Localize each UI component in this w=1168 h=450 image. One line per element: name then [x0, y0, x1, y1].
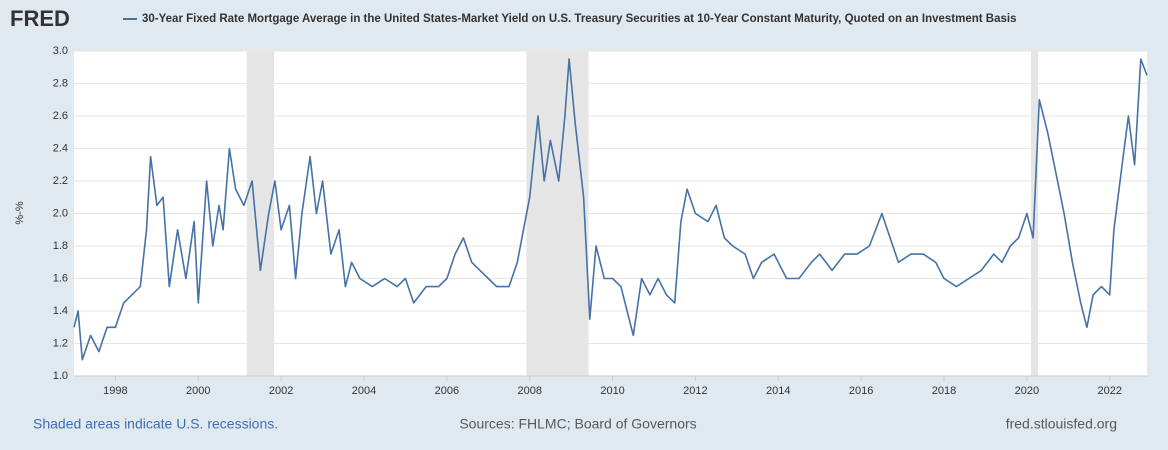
x-tick-label: 2016 [849, 385, 873, 397]
y-tick-label: 1.6 [53, 272, 68, 284]
y-tick-label: 3.0 [53, 45, 68, 57]
x-tick-label: 2000 [186, 385, 210, 397]
y-tick-label: 2.2 [53, 175, 68, 187]
y-tick-label: 2.6 [53, 110, 68, 122]
x-tick-label: 2006 [435, 385, 459, 397]
x-tick-label: 2010 [600, 385, 624, 397]
x-tick-label: 2012 [683, 385, 707, 397]
y-tick-label: 1.8 [53, 240, 68, 252]
x-tick-label: 2008 [517, 385, 541, 397]
y-tick-label: 2.0 [53, 207, 68, 219]
series-line [73, 58, 1148, 361]
x-tick-label: 2018 [932, 385, 956, 397]
y-axis-label: %-% [14, 201, 26, 224]
x-tick-label: 1998 [103, 385, 127, 397]
x-tick-label: 2022 [1097, 385, 1121, 397]
recession-note[interactable]: Shaded areas indicate U.S. recessions. [33, 416, 278, 432]
y-tick-label: 1.0 [53, 370, 68, 382]
y-tick-label: 2.8 [53, 77, 68, 89]
x-tick-label: 2004 [352, 385, 376, 397]
x-tick-label: 2014 [766, 385, 790, 397]
x-tick-label: 2020 [1015, 385, 1039, 397]
y-tick-label: 1.4 [53, 305, 68, 317]
legend-label: 30-Year Fixed Rate Mortgage Average in t… [142, 13, 1016, 25]
site: fred.stlouisfed.org [1006, 416, 1117, 432]
x-tick-label: 2002 [269, 385, 293, 397]
y-tick-label: 1.2 [53, 337, 68, 349]
y-tick-label: 2.4 [53, 142, 68, 154]
logo: FRED [10, 6, 70, 31]
source: Sources: FHLMC; Board of Governors [459, 416, 696, 432]
